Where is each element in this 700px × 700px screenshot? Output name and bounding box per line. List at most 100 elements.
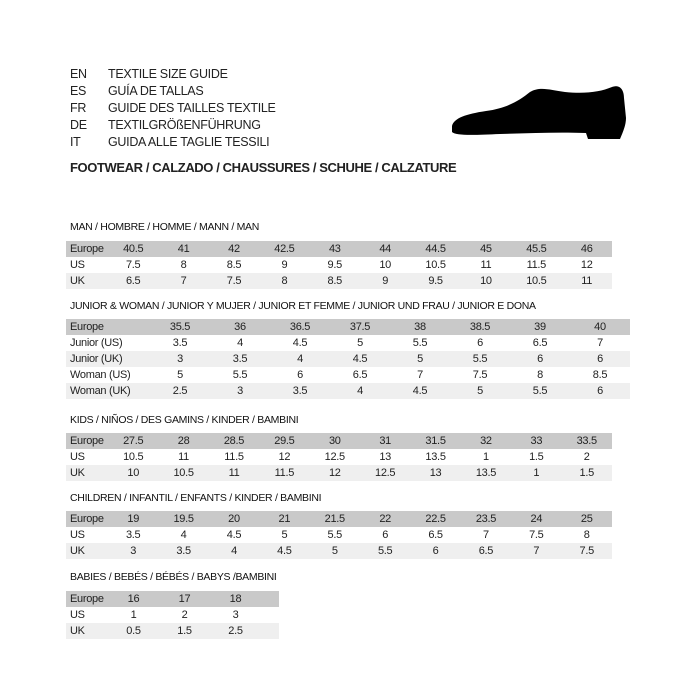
size-cell: 7 [180,275,187,287]
size-cell: 11 [581,275,593,287]
man-size-table: Europe 40.5 41 42 42.5 43 44 44.5 45 45.5 46 US 7.5 8… [66,241,612,289]
size-cell: 42.5 [274,243,295,255]
children-size-table: Europe 19 19.5 20 21 21.5 22 22.5 23.5 24 25 US 3.5 4… [66,511,612,559]
shoe-silhouette-icon [452,86,626,139]
size-cell: 35.5 [169,321,191,333]
table-row-us: US 10.5 11 11.5 12 12.5 13 13.5 1 1.5 2 [66,449,612,465]
size-cell: 7 [597,337,603,349]
size-cell: 3.5 [125,529,141,541]
language-code: ES [70,84,87,98]
size-cell: 2.5 [228,625,243,637]
table-row-europe: Europe 16 17 18 [66,591,279,607]
size-cell: 1.5 [579,467,595,479]
size-cell: 5.5 [377,545,393,557]
size-cell: 11.5 [274,467,295,479]
size-cell: 8.5 [327,275,343,287]
size-cell: 37.5 [349,321,371,333]
size-cell: 7.5 [226,275,242,287]
table-row-europe: Europe 27.5 28 28.5 29.5 30 31 31.5 32 33 33.5 [66,433,612,449]
size-cell: 23.5 [475,513,497,525]
size-cell: 22 [379,513,391,525]
size-cell: 28 [177,435,190,447]
size-cell: 10.5 [123,451,144,463]
size-cell: 2 [181,609,188,621]
size-cell: 22.5 [425,513,446,525]
size-cell: 4 [237,337,243,349]
kids-size-table: Europe 27.5 28 28.5 29.5 30 31 31.5 32 33 33.5 US 10… [66,433,612,481]
size-cell: 40 [594,321,606,333]
row-label: Woman (US) [70,369,131,381]
size-cell: 6.5 [125,275,141,287]
size-cell: 3 [237,385,243,397]
size-cell: 12 [328,467,341,479]
babies-size-table: Europe 16 17 18 US 1 2 3 UK 0.5 1.5 2.5 [66,591,279,639]
size-cell: 5 [281,529,288,541]
size-cell: 3.5 [172,337,188,349]
size-cell: 9 [382,275,389,287]
size-cell: 8 [583,529,590,541]
row-label: Woman (UK) [70,385,131,397]
size-cell: 2.5 [172,385,188,397]
size-cell: 7.5 [529,529,544,541]
size-cell: 13.5 [425,451,446,463]
size-cell: 6 [477,337,483,349]
table-row-uk: UK 3 3.5 4 4.5 5 5.5 6 6.5 7 7.5 [66,543,612,559]
table-row-uk: UK 6.5 7 7.5 8 8.5 9 9.5 10 10.5 11 [66,273,612,289]
size-cell: 4 [231,545,237,557]
language-title: TEXTILGRÖßENFÜHRUNG [108,118,261,132]
size-cell: 33 [530,435,543,447]
size-cell: 3 [232,609,239,621]
size-cell: 3.5 [176,545,191,557]
size-cell: 25 [580,513,593,525]
size-cell: 13.5 [475,467,497,479]
row-label: US [70,451,85,463]
size-cell: 21.5 [324,513,346,525]
row-label: US [70,529,85,541]
size-cell: 10.5 [173,467,194,479]
row-label: Europe [70,243,104,255]
table-row-junior-us: Junior (US) 3.5 4 4.5 5 5.5 6 6.5 7 [66,335,630,351]
size-cell: 12 [278,451,291,463]
language-title: GUIDE DES TAILLES TEXTILE [108,101,276,115]
size-cell: 30 [328,435,341,447]
size-cell: 40.5 [123,243,144,255]
size-cell: 32 [480,435,492,447]
size-cell: 5.5 [412,337,428,349]
size-cell: 11 [480,259,492,271]
row-label: Junior (US) [70,337,123,349]
size-cell: 27.5 [123,435,144,447]
size-cell: 11 [178,451,189,463]
size-cell: 7 [483,529,489,541]
language-code: IT [70,135,81,149]
table-row-us: US 3.5 4 4.5 5 5.5 6 6.5 7 7.5 8 [66,527,612,543]
size-cell: 8.5 [592,369,608,381]
size-cell: 13 [429,467,442,479]
size-cell: 7.5 [579,545,595,557]
size-cell: 46 [580,243,593,255]
row-label: UK [70,625,85,637]
size-cell: 8 [180,259,187,271]
size-cell: 8 [537,369,543,381]
size-cell: 1 [130,609,137,621]
size-cell: 31 [379,435,391,447]
size-cell: 19 [127,513,140,525]
size-cell: 11 [228,467,240,479]
size-cell: 45 [480,243,492,255]
row-label: US [70,609,85,621]
row-label: Europe [70,513,104,525]
size-cell: 4.5 [292,337,308,349]
size-cell: 9.5 [327,259,343,271]
row-label: Junior (UK) [70,353,123,365]
size-cell: 4 [357,385,363,397]
size-cell: 12.5 [324,451,346,463]
size-cell: 5 [331,545,338,557]
size-cell: 36.5 [289,321,311,333]
size-cell: 36 [234,321,246,333]
size-cell: 7.5 [125,259,141,271]
table-row-woman-uk: Woman (UK) 2.5 3 3.5 4 4.5 5 5.5 6 [66,383,630,399]
language-code: FR [70,101,87,115]
size-cell: 6.5 [352,369,368,381]
children-section-title: CHILDREN / INFANTIL / ENFANTS / KINDER /… [70,492,322,504]
language-code: EN [70,67,87,81]
size-cell: 31.5 [425,435,446,447]
